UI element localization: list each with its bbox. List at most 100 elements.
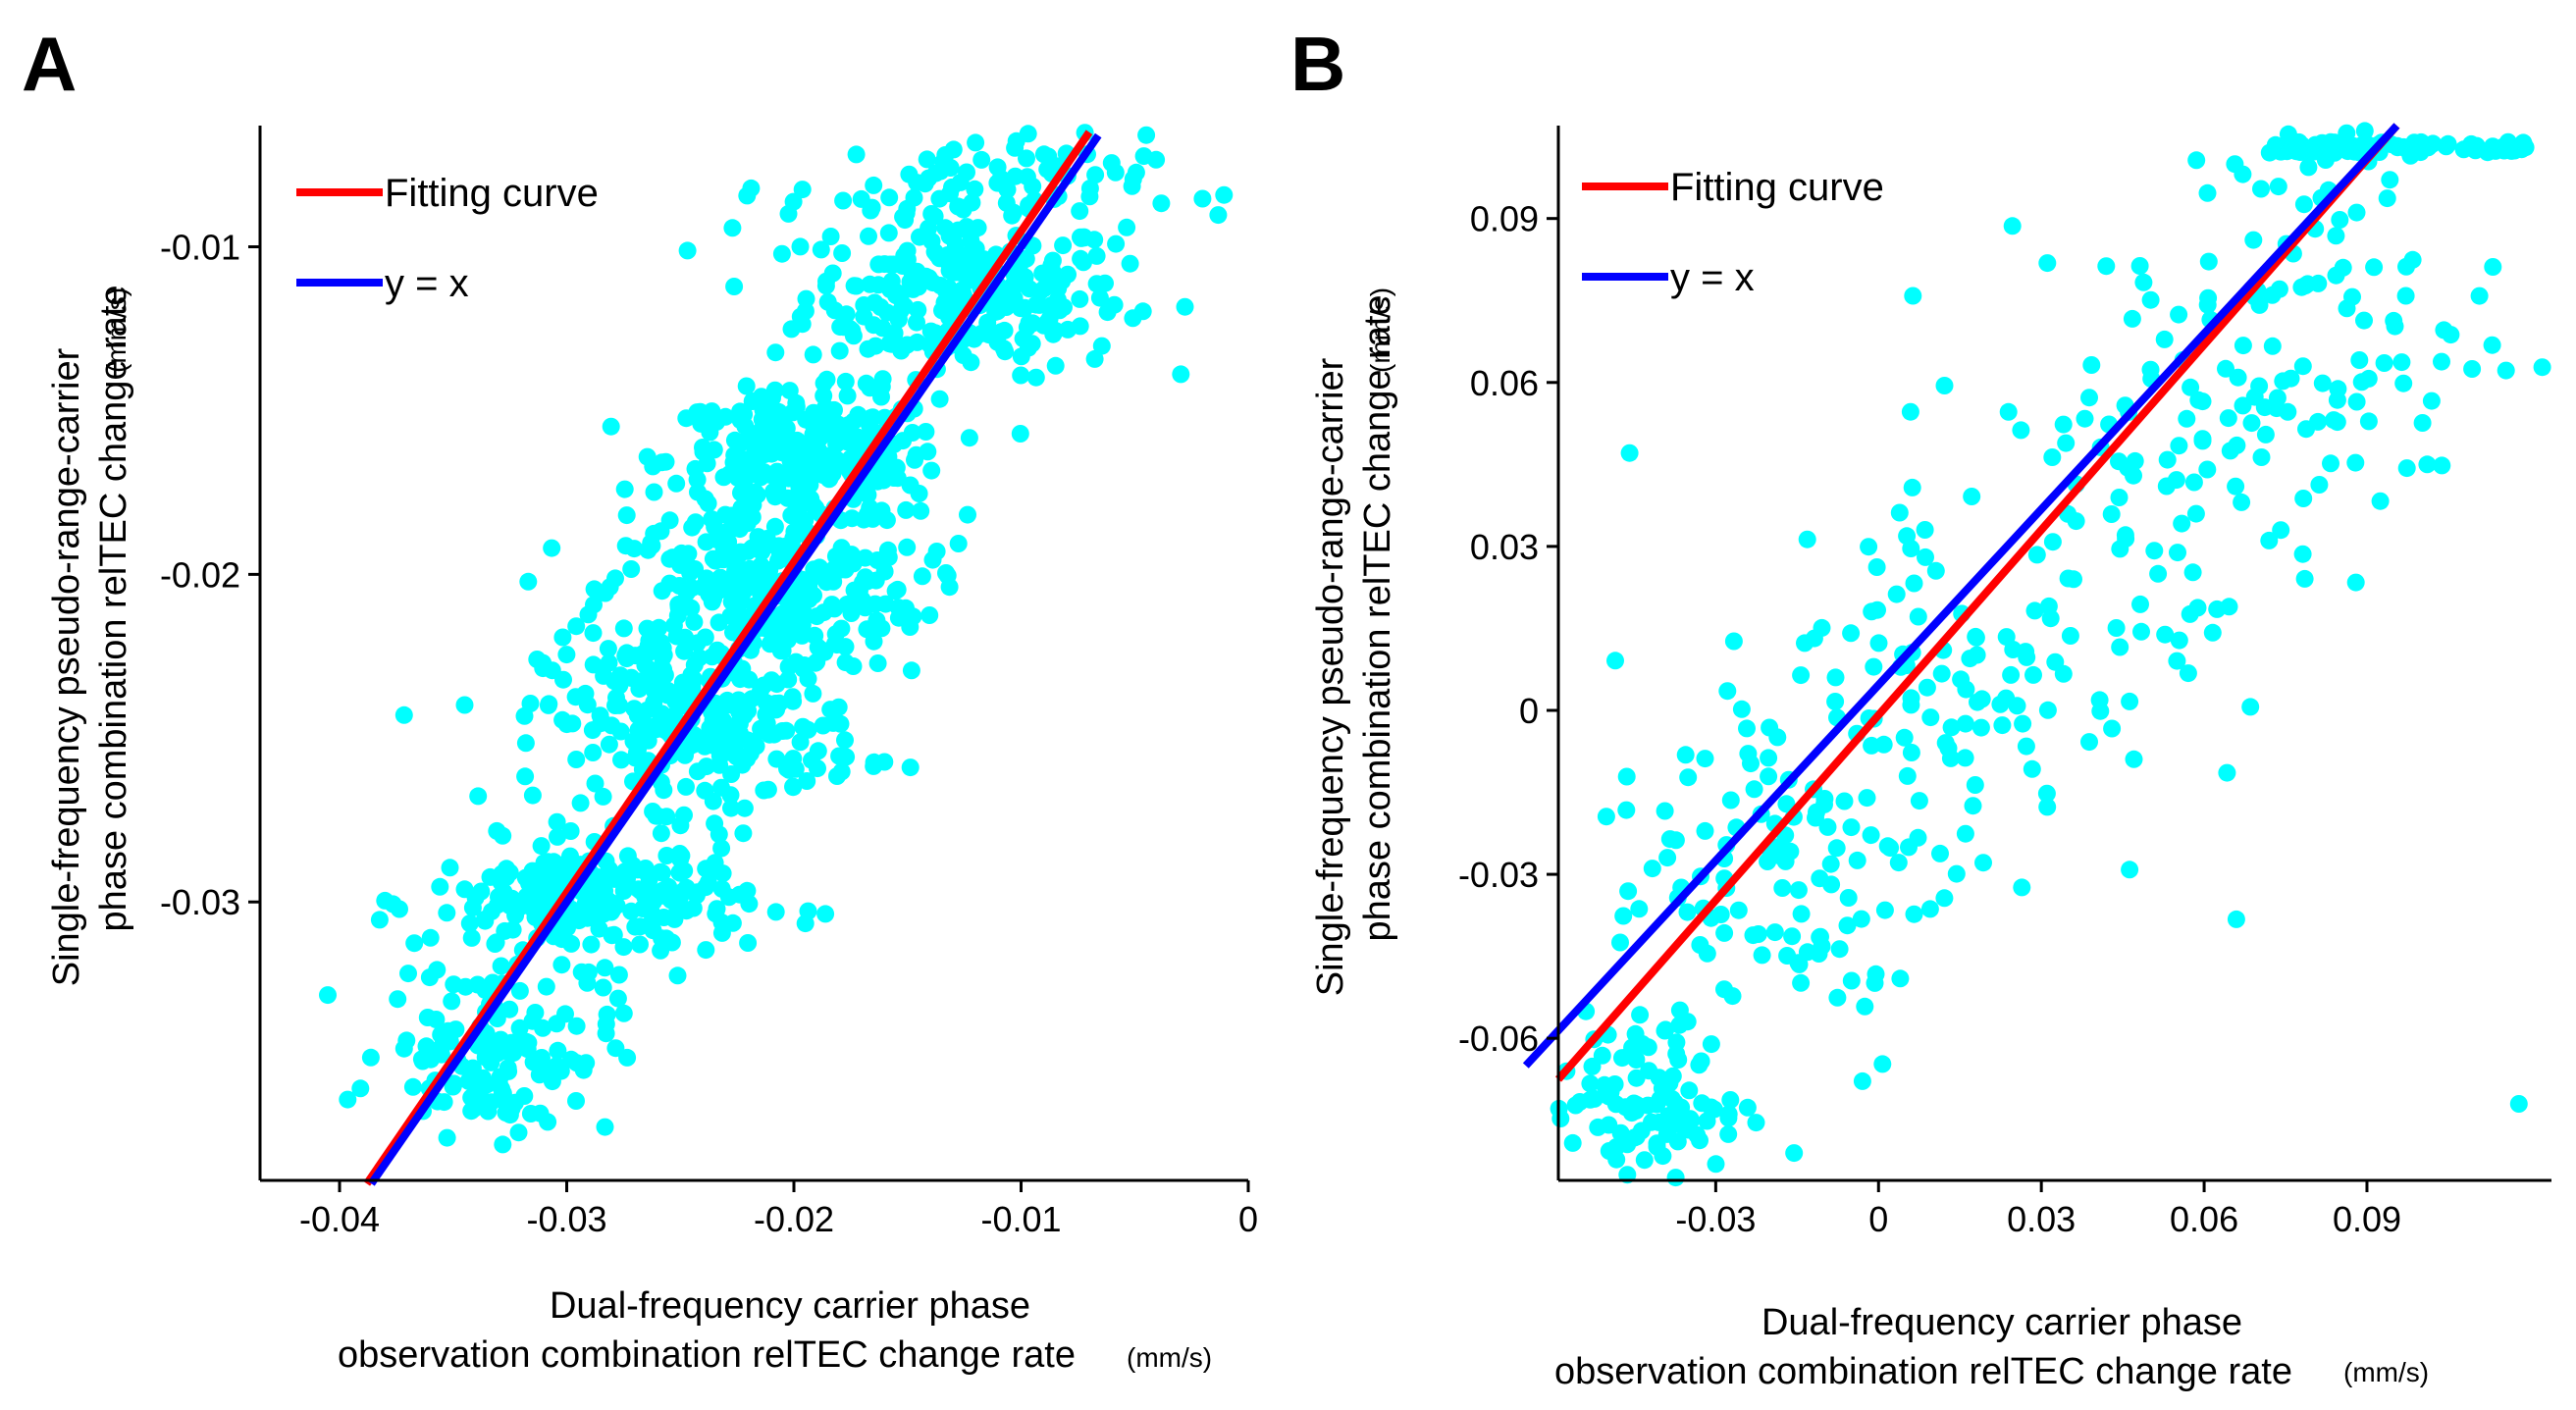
data-point [1947,864,1966,883]
data-point [778,592,797,610]
data-point [2183,563,2202,582]
x-tick-label: 0.06 [2170,1199,2238,1239]
data-point [521,872,540,891]
data-point [894,208,913,227]
data-point [745,732,763,751]
data-point [938,252,957,271]
data-point [634,900,652,917]
data-point [612,751,630,769]
data-point [1916,521,1934,539]
data-point [1630,900,1649,918]
data-point [1904,287,1922,305]
data-point [967,133,985,152]
data-point [576,684,595,703]
data-point [540,695,558,713]
data-point [1619,882,1638,901]
data-point [1760,767,1778,786]
data-point [534,659,552,678]
data-point [2272,521,2290,540]
data-point [889,608,908,627]
data-point [1873,1055,1892,1073]
data-point [697,533,715,551]
data-point [682,599,701,617]
data-point [2121,692,2139,710]
data-point [1723,987,1742,1006]
data-point [2110,489,2129,506]
data-point [836,731,854,750]
data-point [2067,512,2085,531]
data-point [765,698,784,716]
axis-ticks: -0.03 0 0.03 0.06 0.09 -0.06 -0.03 0 0.03 0.06 0.0… [1458,199,2401,1239]
data-point [2310,476,2329,494]
data-point [842,604,861,622]
data-point [2125,466,2142,485]
data-point [579,605,598,624]
data-point [2167,471,2185,490]
data-point [1745,780,1763,799]
data-point [2065,570,2082,589]
data-point [617,650,636,668]
data-point [441,859,459,877]
data-point [697,860,715,878]
data-point [1828,988,1847,1007]
x-tick-label: -0.04 [299,1199,380,1239]
data-point [1581,1074,1600,1093]
data-point [897,500,916,519]
data-point [812,240,830,259]
data-point [1669,1051,1688,1069]
data-point [1878,837,1897,856]
data-point [2396,287,2415,305]
data-point [1738,719,1756,738]
data-point [622,668,641,687]
data-point [1611,1123,1630,1142]
data-point [1821,855,1840,873]
data-point [688,634,707,653]
data-point [609,966,628,984]
data-point [712,839,731,858]
data-point [2375,354,2393,372]
data-point [583,721,602,740]
data-point [930,390,949,408]
data-point [645,694,663,711]
data-point [1974,854,1992,872]
data-point [2199,288,2218,307]
data-point [979,326,998,344]
data-point [2219,409,2237,428]
data-point [1620,444,1639,462]
data-point [830,747,849,765]
data-point [734,824,753,843]
x-tick-label: -0.01 [980,1199,1061,1239]
regression-lines [1522,123,2400,1082]
data-point [2043,533,2062,551]
data-point [1152,194,1171,213]
data-point [606,569,624,588]
data-point [1777,795,1796,813]
data-point [1865,657,1883,676]
data-point [417,1037,436,1056]
data-point [530,1066,549,1084]
data-point [703,703,721,721]
data-point [909,300,927,319]
x-tick-label: 0.03 [2007,1199,2076,1239]
data-point [1668,1132,1687,1151]
data-point [854,573,871,592]
data-point [747,564,765,582]
data-point [657,847,676,864]
data-point [2346,573,2365,592]
data-point [816,905,835,923]
data-point [1747,1114,1765,1132]
data-point [1792,905,1811,923]
data-point [1102,154,1121,173]
data-point [370,911,389,929]
data-point [798,772,816,790]
data-point [1868,601,1886,619]
data-point [1631,1006,1650,1024]
data-point [2057,434,2076,452]
data-point [1718,682,1737,701]
data-point [1792,973,1811,992]
data-point [727,567,746,586]
data-point [1721,791,1740,809]
y-axis-title-line2: phase combination relTEC change rate [93,285,134,931]
data-point [837,423,856,442]
data-point [2435,321,2453,339]
